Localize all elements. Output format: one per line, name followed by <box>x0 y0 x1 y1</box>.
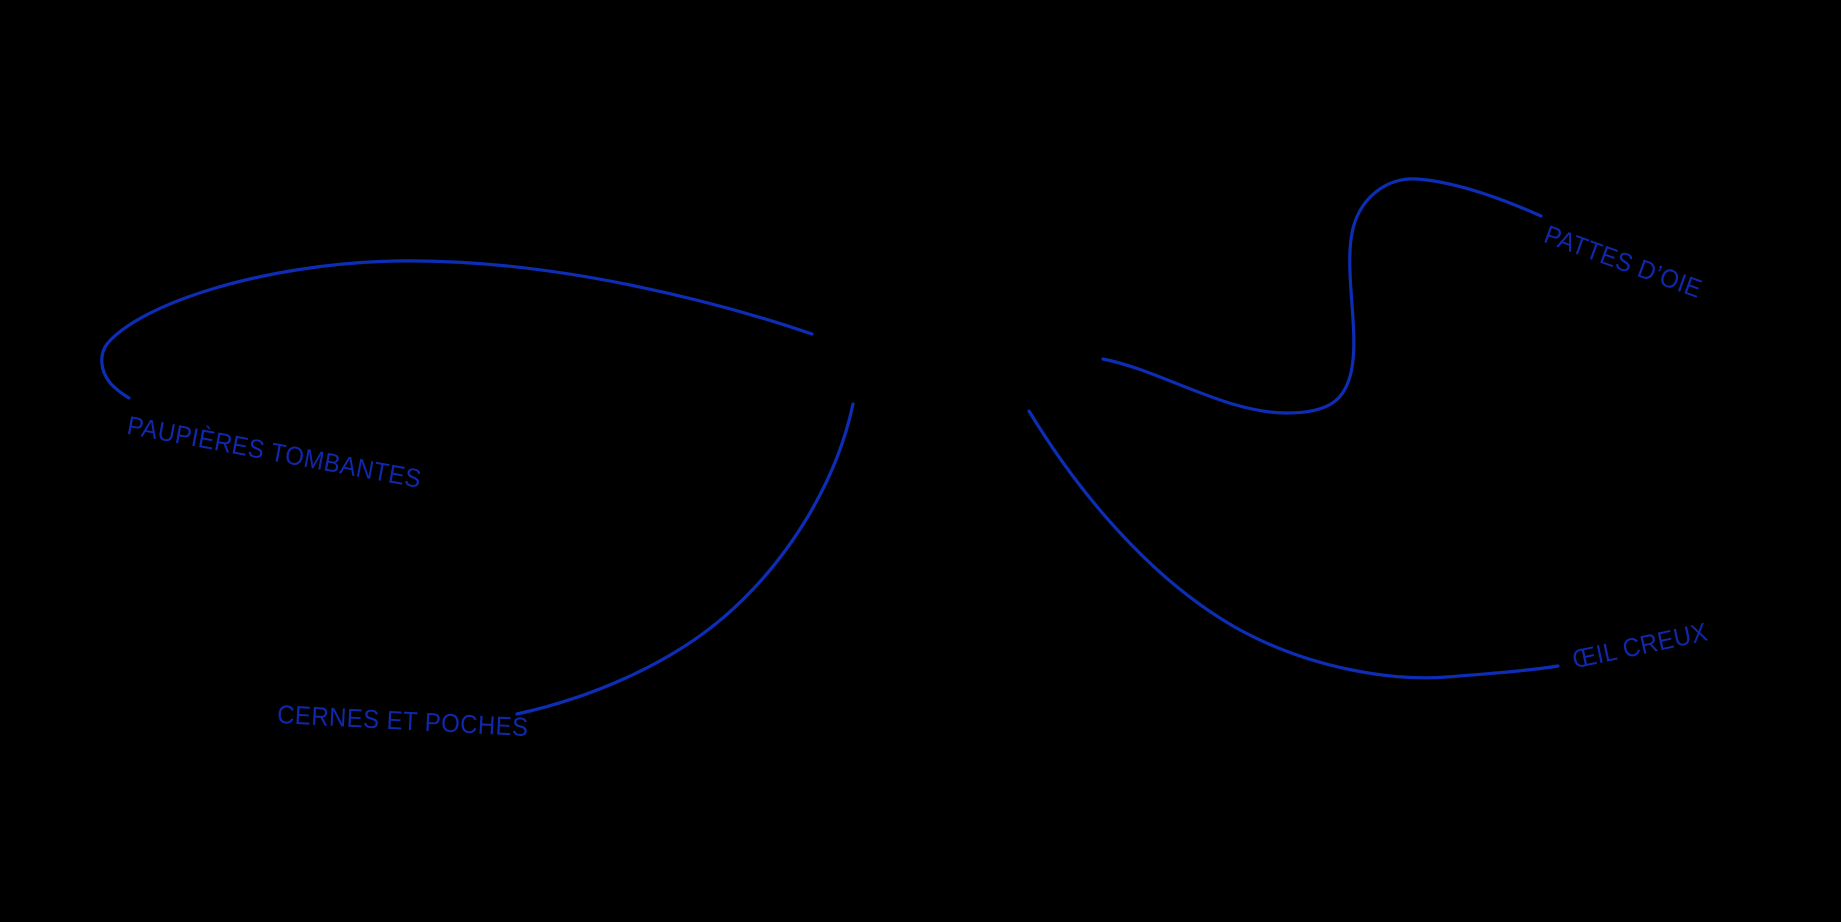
curve-pattes-doie <box>1101 177 1543 415</box>
curve-oeil-creux <box>1027 409 1560 680</box>
curve-paupieres-tombantes <box>100 259 814 400</box>
curve-cernes-et-poches <box>515 402 855 716</box>
